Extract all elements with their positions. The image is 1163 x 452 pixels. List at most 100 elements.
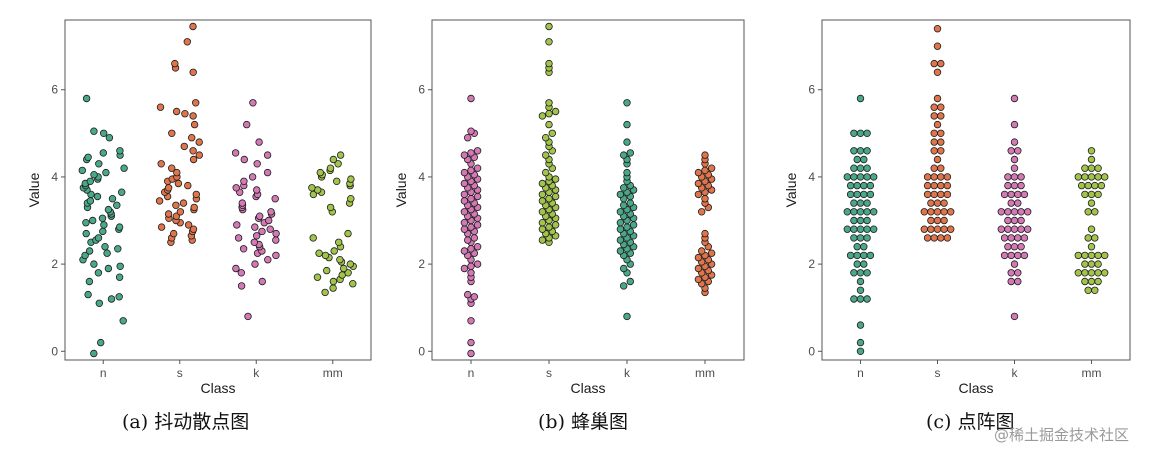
data-point xyxy=(256,212,264,220)
series-s xyxy=(538,22,560,246)
data-point xyxy=(272,236,280,244)
data-point xyxy=(930,129,938,137)
x-tick-label: k xyxy=(1012,366,1019,380)
x-tick-label: k xyxy=(624,366,631,380)
data-point xyxy=(943,173,952,181)
data-point xyxy=(1017,216,1025,225)
data-point xyxy=(1087,190,1096,199)
series-k xyxy=(616,99,638,321)
data-point xyxy=(1094,260,1102,268)
data-point xyxy=(545,194,553,203)
data-point xyxy=(856,147,865,155)
data-point xyxy=(545,120,553,129)
data-point xyxy=(920,225,928,233)
data-point xyxy=(701,229,709,238)
data-point xyxy=(927,216,935,225)
data-point xyxy=(707,249,716,257)
data-point xyxy=(1007,147,1015,155)
data-point xyxy=(267,208,275,216)
data-point xyxy=(195,151,203,159)
data-point xyxy=(467,94,475,103)
data-point xyxy=(707,164,716,172)
data-point xyxy=(189,68,197,76)
data-point xyxy=(190,203,198,212)
data-point xyxy=(333,177,341,185)
data-point xyxy=(1007,251,1015,260)
data-point xyxy=(937,173,945,181)
data-point xyxy=(81,251,89,260)
data-point xyxy=(850,173,858,181)
data-point xyxy=(180,142,188,151)
data-point xyxy=(189,112,197,120)
data-point xyxy=(850,208,858,216)
data-point xyxy=(1007,277,1015,286)
data-point xyxy=(1004,225,1012,233)
data-point xyxy=(340,264,348,273)
data-point xyxy=(538,112,547,120)
data-point xyxy=(164,210,173,218)
data-point xyxy=(1023,208,1032,216)
y-tick-label: 0 xyxy=(51,344,58,358)
data-point xyxy=(1084,208,1092,216)
data-point xyxy=(460,218,469,227)
data-point xyxy=(101,242,109,251)
data-point xyxy=(856,269,865,277)
data-point xyxy=(82,94,91,103)
data-point xyxy=(470,293,478,301)
data-point xyxy=(940,199,948,207)
data-point xyxy=(620,282,628,290)
data-point xyxy=(1004,216,1012,225)
data-point xyxy=(85,277,94,286)
data-point xyxy=(538,179,547,188)
data-point xyxy=(238,199,246,207)
data-point xyxy=(1077,181,1086,190)
data-point xyxy=(538,225,547,233)
data-point xyxy=(114,245,122,253)
data-point xyxy=(545,38,553,46)
y-tick-label: 4 xyxy=(51,170,58,184)
data-point xyxy=(538,190,547,199)
data-point xyxy=(172,107,181,116)
data-point xyxy=(545,109,553,118)
data-point xyxy=(90,260,98,268)
data-point xyxy=(234,234,243,242)
caption-a: (a) 抖动散点图 xyxy=(122,411,249,433)
data-point xyxy=(242,120,251,129)
data-point xyxy=(623,99,631,107)
data-point xyxy=(870,173,878,181)
data-point xyxy=(344,229,352,238)
data-point xyxy=(84,290,92,299)
data-point xyxy=(551,107,560,116)
data-point xyxy=(264,256,272,264)
data-point xyxy=(616,236,625,244)
data-point xyxy=(467,317,475,325)
data-point xyxy=(1014,277,1022,286)
data-point xyxy=(930,234,938,242)
data-point xyxy=(1087,251,1096,260)
data-point xyxy=(923,173,932,181)
data-point xyxy=(863,147,871,155)
data-point xyxy=(113,201,121,209)
data-point xyxy=(933,216,942,225)
data-point xyxy=(866,181,875,190)
data-point xyxy=(329,277,338,286)
y-axis-label: Value xyxy=(26,172,42,207)
data-point xyxy=(870,208,878,216)
data-point xyxy=(850,234,858,242)
data-point xyxy=(1097,181,1106,190)
data-point xyxy=(1010,155,1019,164)
data-point xyxy=(104,205,113,214)
data-point xyxy=(1014,147,1022,155)
data-point xyxy=(95,299,103,307)
data-point xyxy=(94,234,103,242)
data-point xyxy=(187,133,196,142)
data-point xyxy=(190,120,199,129)
data-point xyxy=(1014,269,1022,277)
data-point xyxy=(84,153,92,161)
data-point xyxy=(927,225,935,233)
data-point xyxy=(460,225,469,233)
data-point xyxy=(1087,260,1096,268)
y-tick-label: 6 xyxy=(808,83,815,97)
data-point xyxy=(545,99,553,107)
data-point xyxy=(626,277,634,286)
